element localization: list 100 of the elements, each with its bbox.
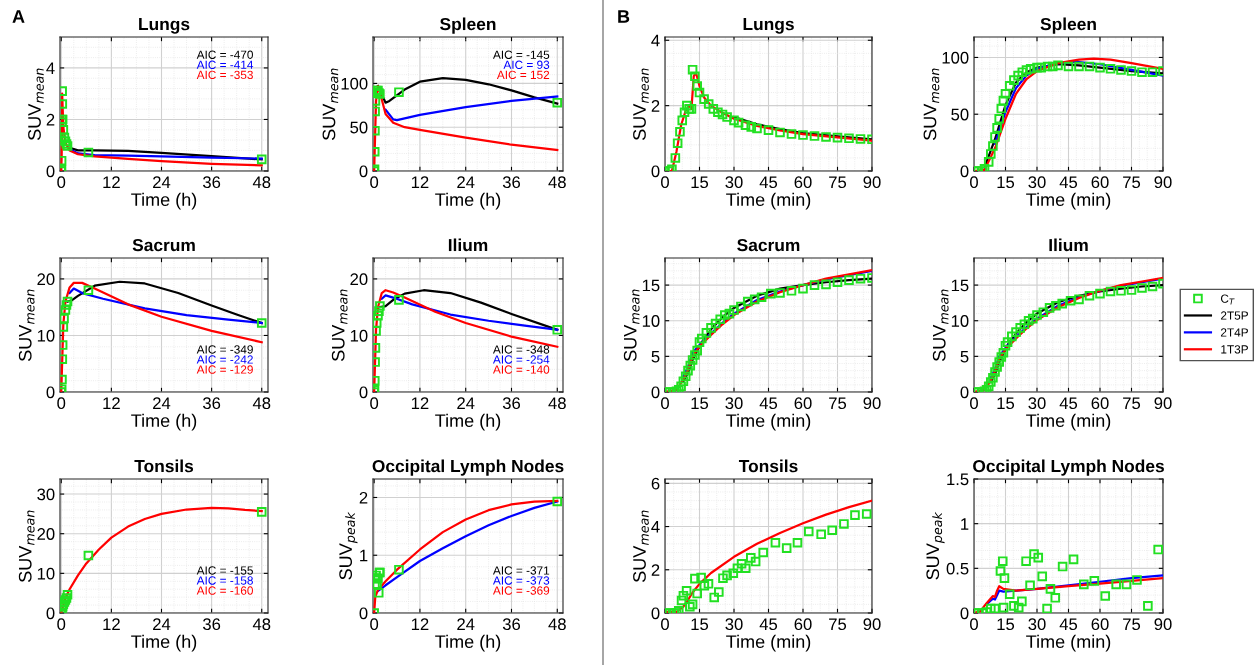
x-tick-label: 36 — [202, 397, 221, 410]
x-tick-label: 60 — [794, 176, 812, 189]
x-tick-label: 0 — [370, 176, 379, 189]
x-tick-label: 15 — [691, 397, 709, 410]
y-axis-title: SUV$_{mean}$ — [633, 510, 649, 583]
x-tick-label: 36 — [502, 397, 521, 410]
y-axis-title: SUV$_{mean}$ — [18, 510, 35, 583]
x-axis-title: Time (h) — [131, 413, 197, 431]
chart-title: Occipital Lymph Nodes — [973, 459, 1164, 476]
x-tick-label: 90 — [1154, 176, 1172, 189]
x-tick-label: 24 — [457, 618, 475, 630]
x-tick-label: 24 — [153, 176, 171, 188]
x-tick-label: 15 — [997, 618, 1015, 631]
x-axis-title: Time (min) — [1026, 192, 1111, 210]
x-axis-title: Time (h) — [435, 413, 501, 431]
annotation: AIC = 93 — [503, 60, 550, 69]
annotation: AIC = -140 — [492, 365, 550, 374]
x-tick-label: 45 — [1059, 397, 1078, 410]
x-tick-label: 15 — [997, 397, 1015, 410]
y-tick-label: 0 — [960, 386, 969, 399]
y-tick-label: 10 — [350, 329, 368, 342]
x-axis-title: Time (h) — [435, 634, 501, 652]
y-tick-label: 0 — [960, 607, 969, 620]
x-tick-label: 48 — [252, 618, 271, 631]
x-axis-title: Time (min) — [726, 192, 811, 210]
chart-title: Ilium — [448, 238, 488, 252]
x-axis-title: Time (min) — [726, 413, 811, 431]
y-axis-title: SUV$_{mean}$ — [923, 68, 940, 141]
x-tick-label: 75 — [829, 176, 847, 189]
annotation: AIC = 152 — [496, 70, 550, 80]
x-tick-label: 45 — [1059, 618, 1078, 631]
x-tick-label: 12 — [411, 176, 429, 188]
x-tick-label: 0 — [661, 397, 669, 410]
x-tick-label: 60 — [1091, 176, 1109, 189]
y-tick-label: 20 — [37, 528, 55, 540]
x-tick-label: 75 — [1123, 618, 1141, 631]
x-tick-label: 36 — [502, 618, 521, 631]
x-tick-label: 0 — [661, 618, 669, 631]
y-tick-label: 4 — [651, 34, 660, 47]
y-tick-label: 30 — [37, 488, 55, 501]
annotation: AIC = -155 — [196, 566, 253, 575]
chart-title: Lungs — [743, 18, 794, 34]
annotation: AIC = -371 — [492, 566, 550, 575]
y-tick-label: 4 — [651, 521, 660, 533]
x-tick-label: 15 — [691, 618, 709, 631]
y-tick-label: 2 — [651, 564, 660, 576]
y-tick-label: 15 — [642, 279, 660, 292]
y-tick-label: 2 — [46, 113, 55, 126]
y-tick-label: 0 — [359, 165, 368, 178]
y-tick-label: 5 — [960, 350, 969, 363]
chart-title: Occipital Lymph Nodes — [372, 459, 564, 476]
x-tick-label: 24 — [457, 397, 475, 409]
x-tick-label: 12 — [103, 618, 120, 630]
y-tick-label: 15 — [951, 279, 969, 292]
y-tick-label: 1 — [961, 518, 969, 530]
annotation: AIC = -353 — [196, 70, 253, 80]
chart-title: Sacrum — [132, 238, 195, 252]
annotation: AIC = -373 — [492, 576, 550, 585]
y-axis-title: SUV$_{mean}$ — [633, 68, 649, 141]
x-tick-label: 75 — [1123, 176, 1141, 189]
x-tick-label: 60 — [794, 397, 812, 410]
x-tick-label: 30 — [725, 618, 743, 631]
y-tick-label: 10 — [951, 315, 969, 327]
x-tick-label: 45 — [759, 397, 778, 410]
y-tick-label: 0 — [46, 607, 55, 620]
y-tick-label: 50 — [350, 121, 368, 134]
chart-title: Spleen — [1040, 17, 1096, 34]
y-tick-label: 5 — [651, 350, 660, 363]
x-tick-label: 36 — [202, 176, 221, 189]
x-tick-label: 48 — [548, 397, 566, 410]
x-tick-label: 45 — [759, 618, 778, 631]
x-tick-label: 60 — [1091, 397, 1109, 410]
x-tick-label: 45 — [1059, 176, 1078, 189]
y-tick-label: 0 — [46, 165, 55, 178]
x-axis-title: Time (h) — [131, 192, 197, 210]
y-tick-label: 0 — [960, 165, 969, 178]
x-tick-label: 90 — [1154, 618, 1172, 631]
x-tick-label: 0 — [970, 397, 978, 410]
chart-title: Lungs — [139, 18, 190, 34]
x-tick-label: 12 — [411, 618, 429, 630]
y-tick-label: 1 — [360, 549, 368, 562]
annotation: AIC = -158 — [196, 576, 253, 585]
y-tick-label: 1.5 — [947, 473, 969, 486]
x-tick-label: 75 — [829, 397, 847, 410]
y-axis-title: SUV$_{mean}$ — [28, 68, 44, 141]
y-axis-title: SUV$_{peak}$ — [339, 511, 358, 580]
x-tick-label: 24 — [153, 397, 171, 409]
annotation: AIC = -414 — [196, 60, 254, 69]
x-tick-label: 30 — [1028, 176, 1046, 189]
x-axis-title: Time (h) — [435, 192, 501, 210]
y-tick-label: 10 — [37, 567, 55, 580]
y-tick-label: 0 — [359, 607, 368, 620]
chart-title: Tonsils — [134, 459, 194, 473]
y-tick-label: 0 — [651, 386, 660, 399]
chart-title: Tonsils — [738, 459, 798, 473]
y-axis-title: SUV$_{mean}$ — [322, 68, 339, 141]
text: A — [12, 10, 25, 23]
x-tick-label: 30 — [725, 176, 743, 189]
chart-title: Spleen — [440, 17, 496, 34]
chart-title: Sacrum — [737, 238, 800, 252]
